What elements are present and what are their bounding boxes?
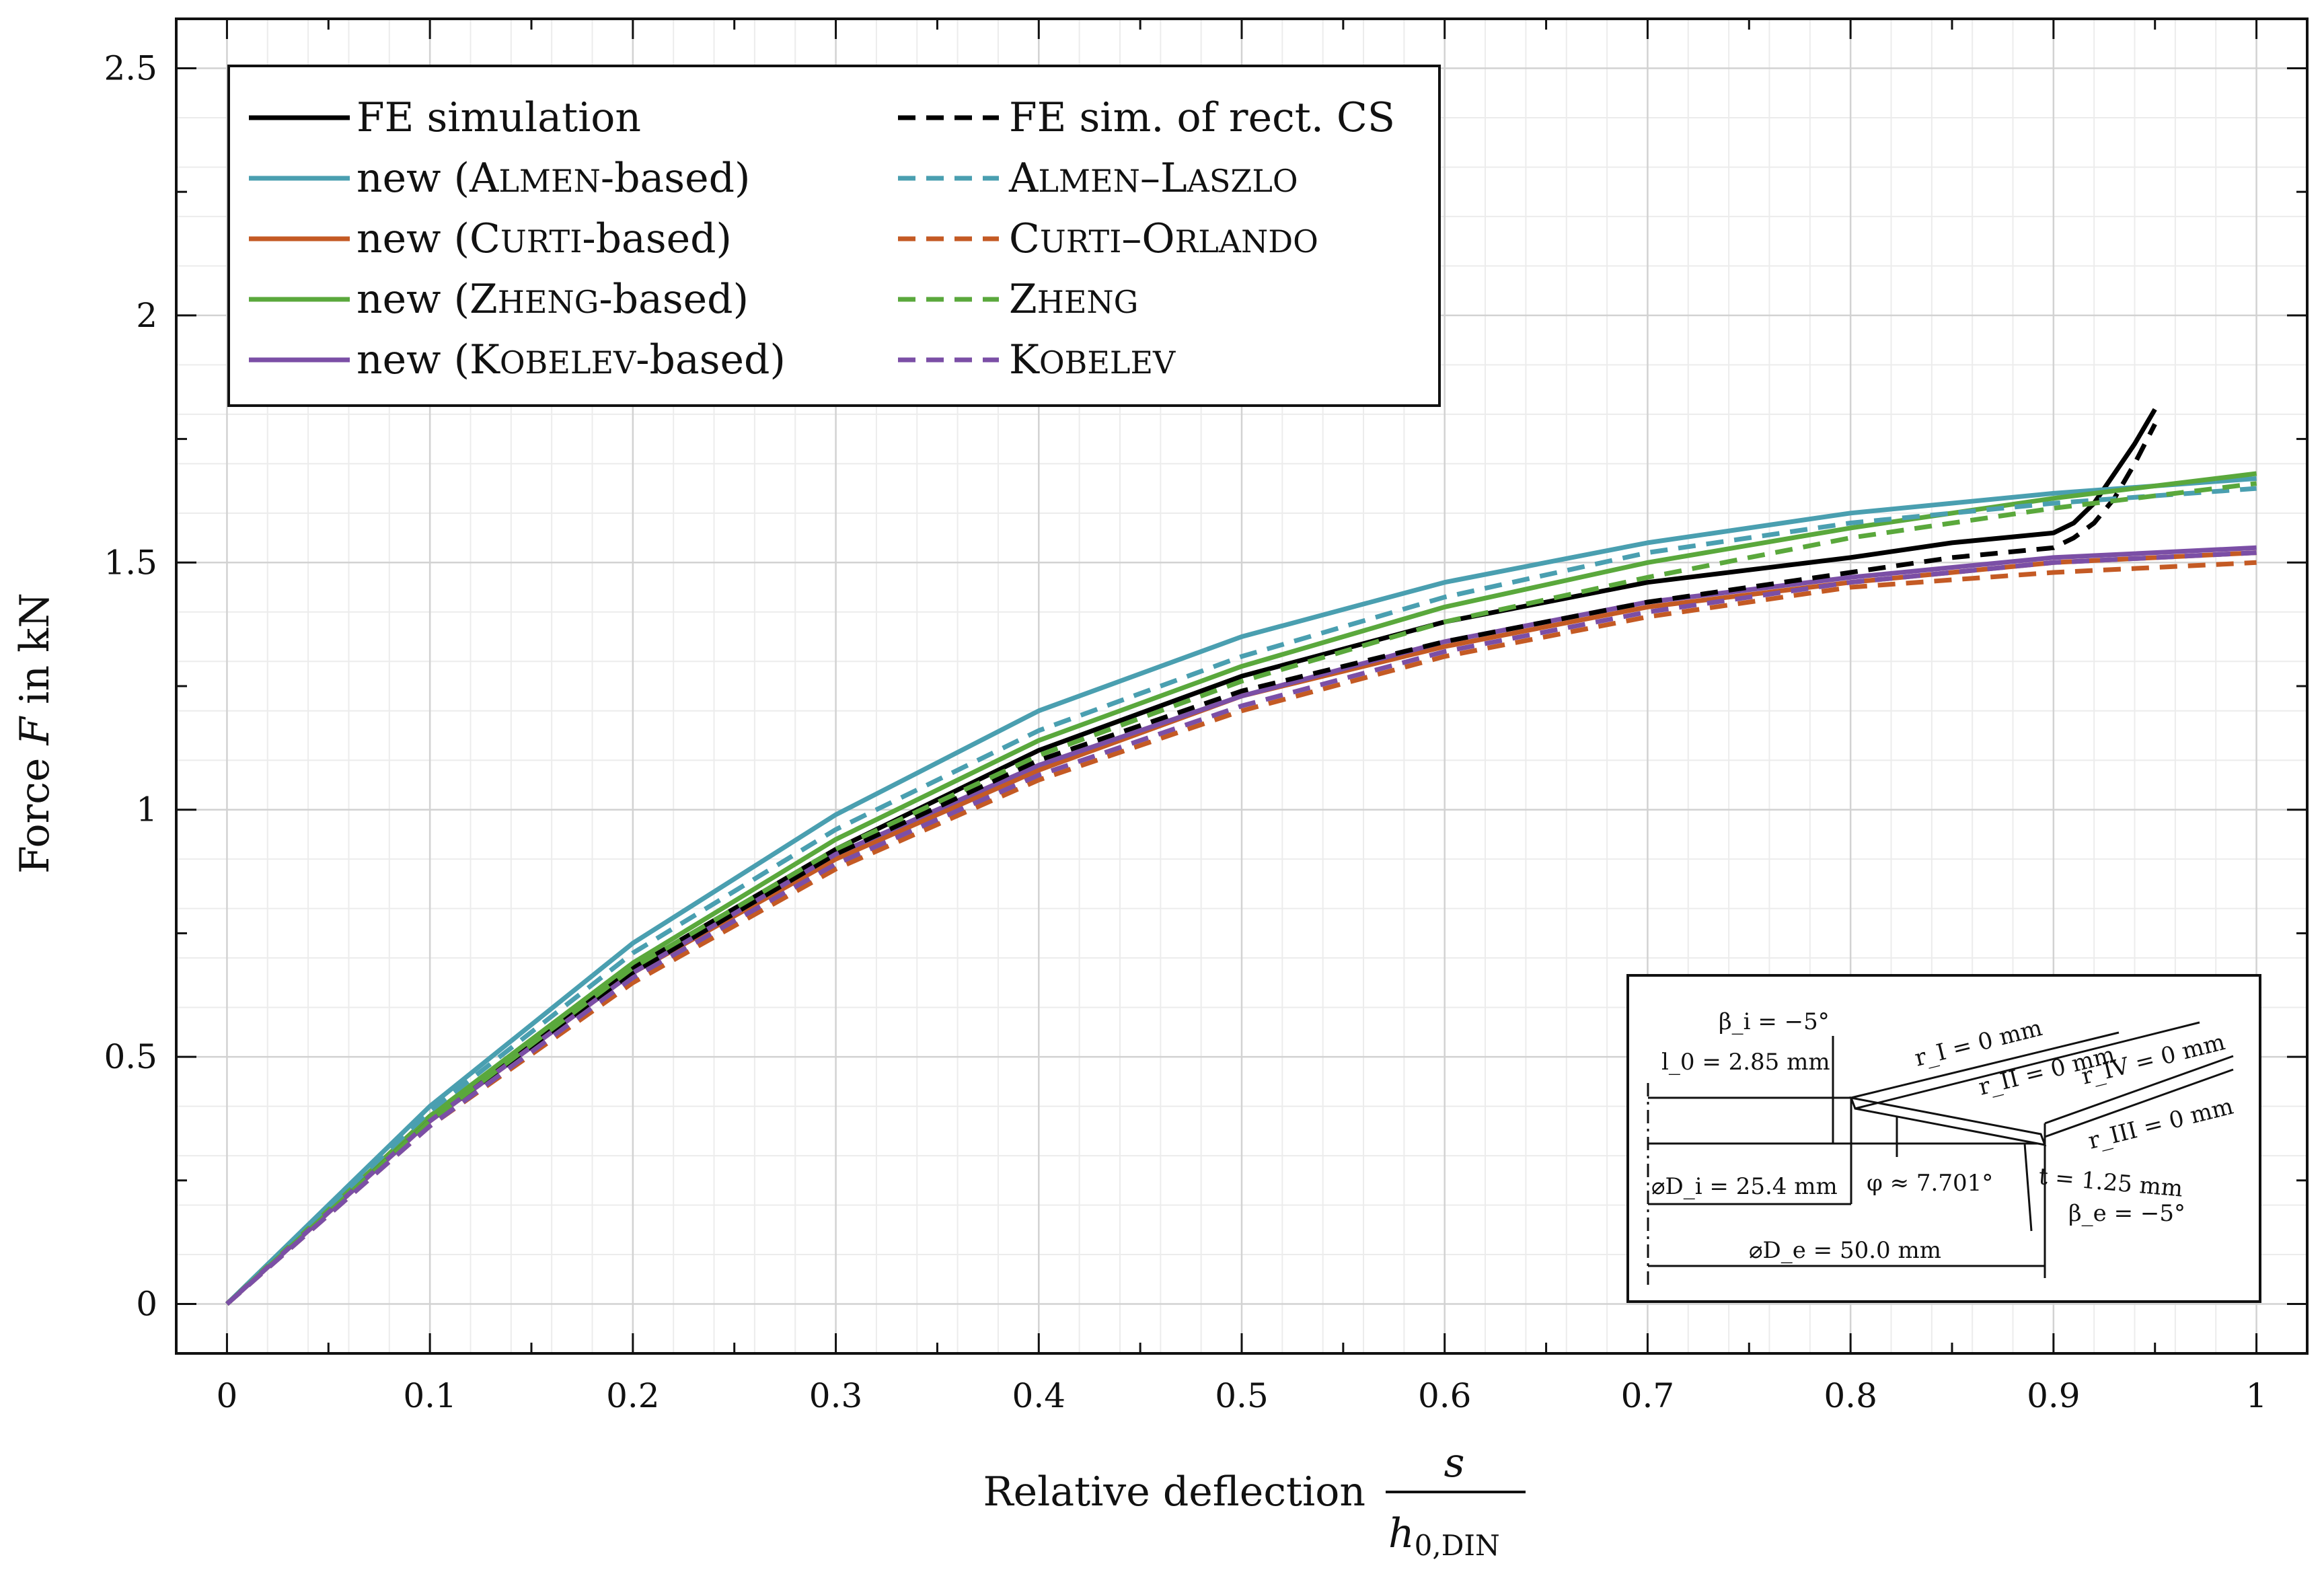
legend-label-8: ZHENG <box>1009 276 1138 323</box>
x-tick-label: 0.4 <box>1012 1376 1066 1415</box>
y-tick-label: 2.5 <box>104 48 157 87</box>
series-line-7 <box>225 560 2257 1306</box>
y-tick-label: 0.5 <box>104 1037 157 1076</box>
series-line-1 <box>225 476 2257 1306</box>
x-tick-label: 0.5 <box>1215 1376 1269 1415</box>
legend-label-5: FE sim. of rect. CS <box>1009 94 1395 141</box>
inset-box <box>1626 974 2261 1303</box>
x-tick-label: 0 <box>217 1376 238 1415</box>
x-axis-label-denominator: h0,DIN <box>1388 1510 1500 1562</box>
x-tick-label: 0.7 <box>1621 1376 1675 1415</box>
legend-label-0: FE simulation <box>357 94 641 141</box>
inset-D-i: ⌀D_i = 25.4 mm <box>1651 1173 1838 1200</box>
x-tick-label: 0.8 <box>1824 1376 1877 1415</box>
legend-label-9: KOBELEV <box>1009 336 1176 383</box>
x-tick-label: 0.9 <box>2027 1376 2081 1415</box>
inset-cross-section <box>1849 1096 2047 1146</box>
x-tick-label: 0.3 <box>809 1376 863 1415</box>
tick-labels: 0 0.1 0.2 0.3 0.4 0.5 0.6 0.7 0.8 0.9 1 0 0.5 1 1.5 2 2.… <box>104 48 2267 1415</box>
inset-l0: l_0 = 2.85 mm <box>1661 1049 1830 1076</box>
x-axis-label-numerator: s <box>1444 1440 1465 1487</box>
legend-label-3: new (ZHENG-based) <box>357 276 749 323</box>
y-tick-label: 0 <box>136 1285 157 1324</box>
inset-top-face-ext <box>1854 1021 2200 1110</box>
legend-box <box>227 65 1441 407</box>
series-line-6 <box>225 486 2257 1306</box>
series-layer <box>225 408 2257 1306</box>
legend-label-4: new (KOBELEV-based) <box>357 336 786 383</box>
inset-bottom-face-ext-1 <box>1850 1031 2120 1099</box>
legend: FE simulation new (ALMEN-based) new (CURTI… <box>227 65 1441 407</box>
x-axis-label-text: Relative deflection <box>983 1468 1365 1516</box>
y-tick-label: 1 <box>136 790 157 829</box>
x-tick-label: 1 <box>2246 1376 2267 1415</box>
x-axis-label: Relative deflection s h0,DIN <box>983 1440 1526 1562</box>
inset-phi: φ ≈ 7.701° <box>1867 1170 1993 1197</box>
inset-D-e: ⌀D_e = 50.0 mm <box>1749 1237 1941 1264</box>
legend-label-7: CURTI–ORLANDO <box>1009 215 1318 262</box>
series-line-8 <box>225 481 2257 1306</box>
inset-t-line <box>2023 1143 2033 1232</box>
series-line-9 <box>225 550 2257 1306</box>
legend-label-2: new (CURTI-based) <box>357 215 732 262</box>
y-axis-label: Force F in kN <box>11 593 59 874</box>
legend-label-6: ALMEN–LASZLO <box>1008 155 1298 202</box>
legend-entries: FE simulation new (ALMEN-based) new (CURTI… <box>249 94 1395 383</box>
inset-right-face-ext-1 <box>2044 1055 2234 1125</box>
inset-lines <box>1647 1021 2234 1285</box>
inset-right-face-ext-2 <box>2044 1068 2234 1138</box>
axis-ticks <box>176 19 2307 1353</box>
x-tick-label: 0.2 <box>606 1376 660 1415</box>
legend-label-1: new (ALMEN-based) <box>357 155 750 202</box>
inset-beta-e: β_e = −5° <box>2068 1200 2185 1227</box>
geometry-inset: β_i = −5° l_0 = 2.85 mm r_I = 0 mm r_II … <box>1626 974 2261 1303</box>
x-tick-label: 0.1 <box>403 1376 457 1415</box>
inset-beta-i: β_i = −5° <box>1719 1008 1830 1035</box>
x-tick-label: 0.6 <box>1418 1376 1472 1415</box>
y-tick-label: 2 <box>136 296 157 335</box>
y-tick-label: 1.5 <box>104 543 157 582</box>
